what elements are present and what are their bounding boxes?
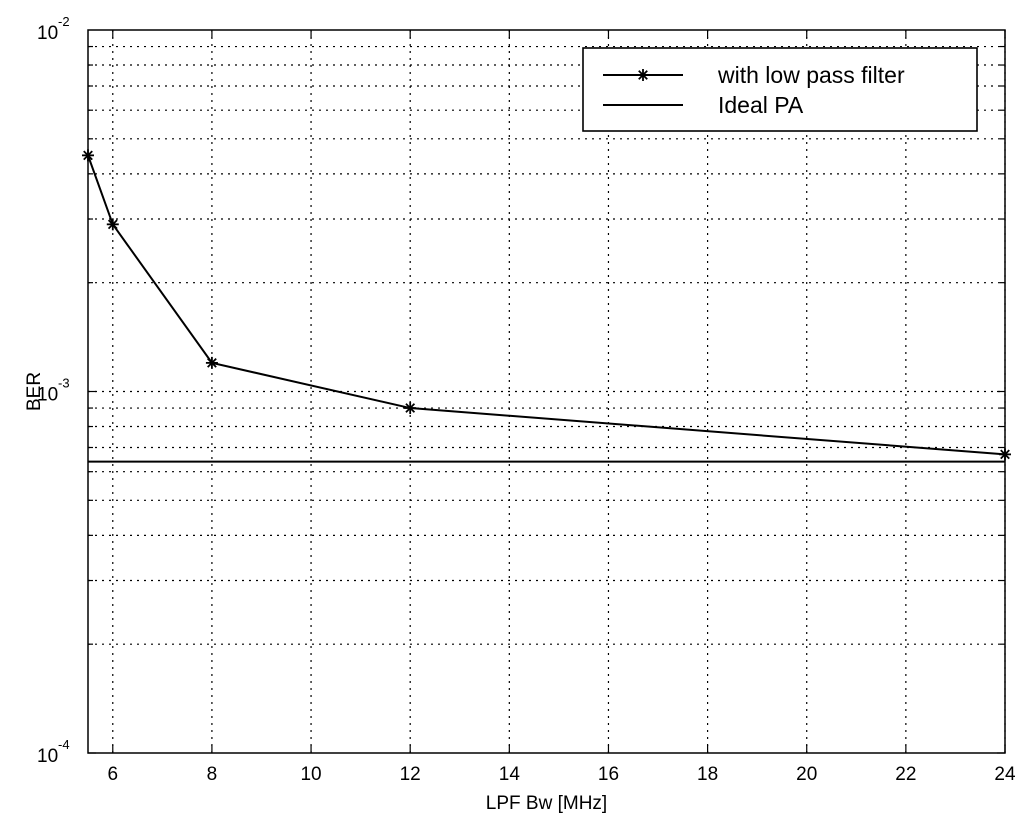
axis-labels: LPF Bw [MHz] BER bbox=[24, 372, 607, 814]
x-tick-label: 16 bbox=[598, 764, 619, 785]
series-line-1 bbox=[87, 155, 1006, 456]
series-layer bbox=[82, 149, 1011, 463]
y-axis-label: BER bbox=[24, 372, 45, 411]
y-tick-exponent: -2 bbox=[58, 14, 70, 29]
x-tick-label: 8 bbox=[207, 764, 218, 785]
legend-box bbox=[582, 47, 978, 132]
x-tick-label: 12 bbox=[400, 764, 421, 785]
y-tick-label: 10 bbox=[37, 385, 58, 406]
legend: with low pass filter Ideal PA bbox=[582, 47, 978, 132]
x-tick-label: 18 bbox=[697, 764, 718, 785]
x-tick-label: 22 bbox=[895, 764, 916, 785]
x-axis-label: LPF Bw [MHz] bbox=[486, 793, 607, 814]
grid-lines bbox=[88, 30, 1006, 753]
y-tick-label: 10 bbox=[37, 23, 58, 44]
asterisk-marker bbox=[205, 356, 218, 369]
x-tick-label: 10 bbox=[300, 764, 321, 785]
x-tick-label: 20 bbox=[796, 764, 817, 785]
asterisk-marker bbox=[404, 402, 417, 415]
plot-frame bbox=[87, 29, 1006, 754]
x-tick-label: 24 bbox=[994, 764, 1016, 785]
legend-label-1: with low pass filter bbox=[717, 62, 905, 88]
asterisk-marker bbox=[106, 218, 119, 231]
x-tick-label: 6 bbox=[107, 764, 118, 785]
y-tick-exponent: -4 bbox=[58, 737, 70, 752]
y-tick-exponent: -3 bbox=[58, 376, 70, 391]
legend-label-2: Ideal PA bbox=[718, 92, 804, 118]
asterisk-marker bbox=[637, 69, 649, 81]
y-tick-label: 10 bbox=[37, 746, 58, 767]
x-tick-label: 14 bbox=[499, 764, 521, 785]
